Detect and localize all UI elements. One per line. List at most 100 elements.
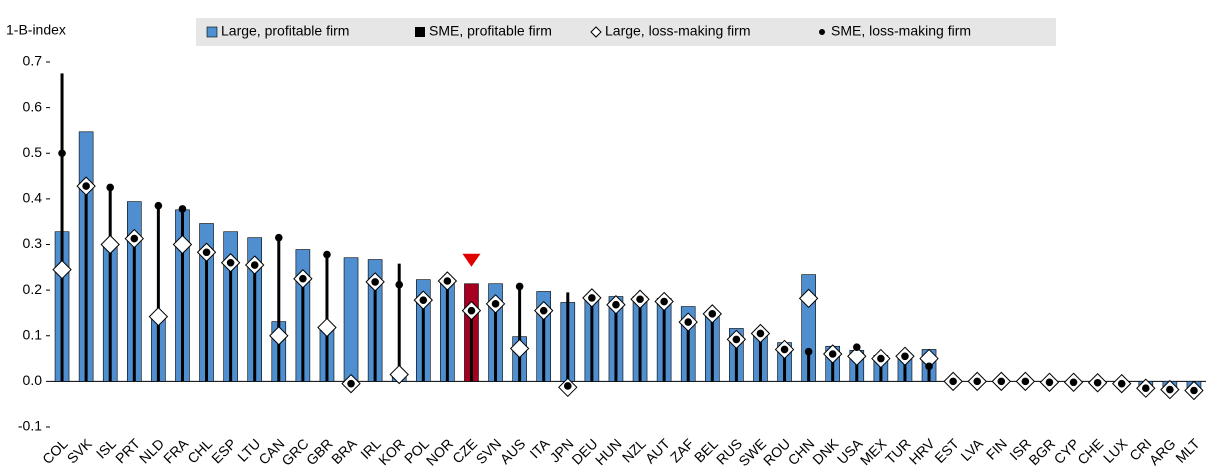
dot-marker — [82, 182, 90, 190]
dot-marker — [804, 347, 813, 356]
x-tick-label: PRT — [112, 435, 143, 466]
dot-marker — [612, 300, 620, 309]
dot-marker — [756, 329, 765, 338]
x-tick-label: LUX — [1100, 435, 1131, 466]
sme-bar — [734, 339, 738, 382]
dot-marker — [684, 318, 693, 326]
dot-marker — [780, 345, 789, 354]
x-tick-label: LVA — [957, 435, 986, 464]
dot-marker — [443, 277, 452, 285]
y-tick-label: 0.5 — [23, 144, 43, 160]
x-tick-label: SVN — [473, 435, 505, 467]
dot-marker — [395, 280, 404, 289]
sme-bar — [662, 301, 666, 382]
x-tick-label: EST — [931, 435, 962, 466]
dot-marker — [299, 274, 307, 283]
sme-bar — [421, 300, 425, 382]
diamond-marker — [52, 259, 72, 280]
y-tick-label: 0.3 — [23, 235, 43, 251]
dot-marker — [515, 282, 524, 291]
x-tick-label: DEU — [568, 435, 600, 467]
legend-swatch — [206, 26, 218, 38]
legend-box — [196, 18, 1056, 46]
x-tick-label: CHE — [1074, 435, 1106, 467]
dot-marker — [178, 205, 187, 213]
dot-marker — [997, 377, 1006, 386]
diamond-marker — [317, 317, 337, 338]
x-tick-label: SVK — [64, 435, 96, 467]
dot-marker — [901, 352, 909, 361]
diamond-marker — [100, 234, 120, 255]
y-tick-label: 0.7 — [23, 53, 43, 69]
sme-bar — [831, 354, 835, 382]
highlight-marker — [462, 253, 481, 267]
x-tick-label: TUR — [882, 435, 914, 467]
sme-bar — [84, 185, 88, 382]
sme-bar — [807, 351, 811, 382]
diamond-marker — [148, 306, 169, 327]
sme-bar — [373, 281, 377, 382]
x-tick-label: MLT — [1172, 435, 1203, 466]
x-tick-label: AUS — [497, 435, 529, 467]
dot-marker — [371, 278, 379, 286]
dot-marker — [1045, 378, 1054, 387]
dot-marker — [58, 149, 66, 158]
y-tick-label: 0.0 — [23, 372, 43, 388]
sme-bar — [758, 333, 762, 382]
sme-bar — [686, 322, 690, 382]
dot-marker — [419, 296, 428, 304]
diamond-marker — [172, 234, 193, 255]
dot-marker — [106, 183, 115, 192]
sme-bar — [494, 303, 498, 382]
legend-label: Large, profitable firm — [221, 23, 349, 39]
legend-swatch — [415, 27, 425, 37]
sme-bar — [518, 286, 522, 382]
sme-bar — [469, 310, 473, 382]
y-tick-label: 0.4 — [23, 190, 43, 206]
legend-swatch — [819, 29, 825, 35]
dot-marker — [323, 250, 331, 259]
x-tick-label: CYP — [1051, 435, 1083, 467]
dot-marker — [347, 379, 355, 388]
y-tick-label: -0.1 — [18, 418, 42, 434]
dot-marker — [130, 234, 139, 243]
x-tick-label: COL — [39, 435, 71, 467]
dot-marker — [1141, 384, 1150, 393]
dot-marker — [1190, 386, 1198, 395]
dot-marker — [491, 300, 500, 308]
dot-marker — [708, 310, 717, 318]
sme-bar — [108, 187, 112, 382]
sme-bar — [566, 292, 570, 382]
sme-bar — [879, 358, 883, 382]
diamond-marker — [269, 326, 289, 346]
dot-marker — [949, 377, 957, 386]
dot-marker — [274, 233, 283, 242]
x-tick-label: NZL — [619, 435, 649, 465]
dot-marker — [877, 354, 885, 363]
sme-bar — [614, 304, 618, 382]
legend-label: SME, profitable firm — [429, 23, 552, 39]
bar — [343, 257, 359, 382]
x-tick-label: FIN — [983, 435, 1010, 462]
diamond-marker — [798, 288, 819, 309]
legend-swatch — [590, 26, 602, 38]
dot-marker — [660, 297, 668, 306]
x-tick-label: CHL — [184, 435, 215, 466]
sme-bar — [783, 349, 787, 382]
dot-marker — [636, 295, 644, 304]
diamond-marker — [389, 364, 409, 385]
legend-label: SME, loss-making firm — [831, 23, 971, 39]
sme-bar — [445, 281, 449, 382]
sme-bar — [132, 239, 136, 382]
dot-marker — [852, 343, 861, 351]
dot-marker — [925, 362, 933, 371]
dot-marker — [467, 306, 476, 315]
dot-marker — [1117, 379, 1126, 388]
x-tick-label: CZE — [449, 435, 480, 466]
dot-marker — [973, 377, 982, 386]
y-tick-label: 0.6 — [23, 98, 43, 114]
sme-bar — [590, 297, 594, 382]
y-axis-label: 1-B-index — [6, 22, 66, 38]
